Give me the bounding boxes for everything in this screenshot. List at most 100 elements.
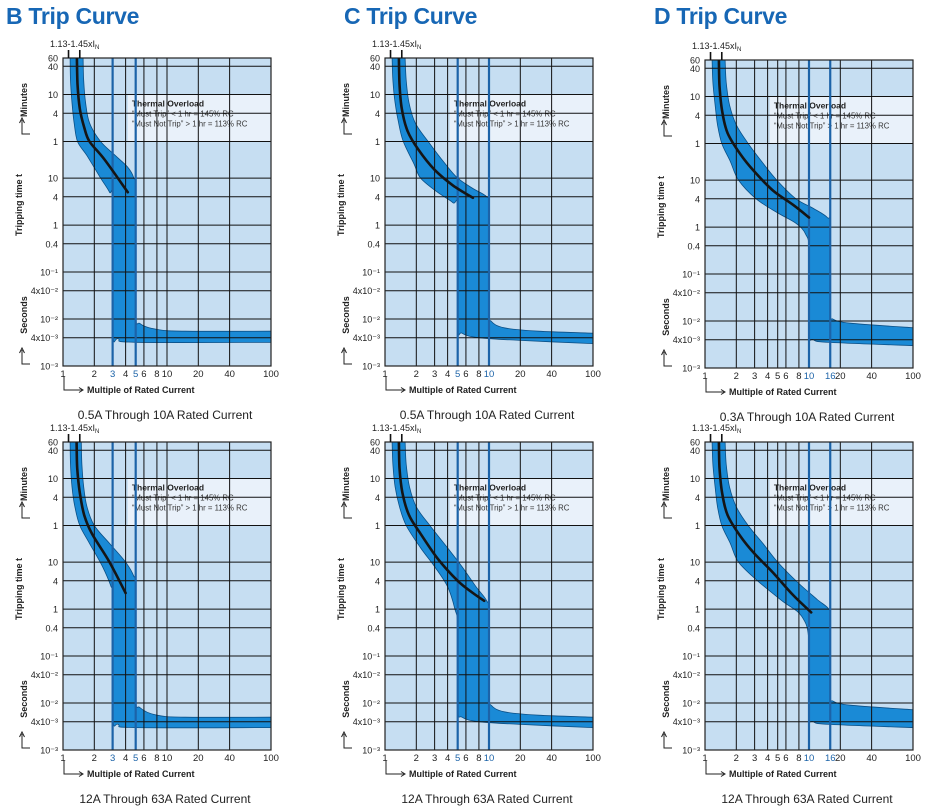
y-tick-label: 10⁻³ xyxy=(40,746,58,756)
y-tick-label: 10 xyxy=(48,90,58,100)
y-tick-label: 1 xyxy=(695,139,700,149)
plot-border xyxy=(62,57,272,367)
x-tick-label: 2 xyxy=(414,369,419,380)
x-tick-label: 2 xyxy=(414,753,419,764)
y-tick-label: 40 xyxy=(370,446,380,456)
y-tick-label: 4x10⁻² xyxy=(31,286,58,296)
thermal-overload-box: Thermal Overload“Must Trip” < 1 hr = 145… xyxy=(449,94,593,142)
x-tick-label: 5 xyxy=(455,369,460,380)
x-tick-label: 5 xyxy=(455,753,460,764)
minutes-label: Minutes xyxy=(19,83,29,117)
y-tick-label: 4x10⁻² xyxy=(673,288,700,298)
plot-border xyxy=(704,59,914,369)
trip-curve-svg: Thermal Overload“Must Trip” < 1 hr = 145… xyxy=(14,39,279,422)
y-tick-label: 1 xyxy=(375,137,380,147)
y-tick-label: 10⁻² xyxy=(362,699,380,709)
x-axis-arrow-icon xyxy=(63,377,84,393)
y-tick-label: 40 xyxy=(48,446,58,456)
x-tick-label: 8 xyxy=(796,371,801,382)
chart-d-0-3a-10a: Thermal Overload “Must Trip” < 1 hr = 145… xyxy=(642,2,939,430)
characteristic-center-line xyxy=(717,442,813,614)
y-tick-label: 10 xyxy=(690,558,700,568)
minutes-label: Minutes xyxy=(661,85,671,119)
x-tick-label: 4 xyxy=(445,753,450,764)
x-tick-label: 8 xyxy=(476,369,481,380)
y-axis-label: Tripping time t xyxy=(656,176,666,238)
y-tick-label: 10⁻¹ xyxy=(362,268,380,278)
x-tick-label: 100 xyxy=(263,369,279,380)
x-tick-label: 5 xyxy=(775,371,780,382)
range-marker-subscript: N xyxy=(417,429,421,435)
thermal-overload-box: Thermal Overload“Must Trip” < 1 hr = 145… xyxy=(449,478,593,526)
y-tick-label: 4 xyxy=(695,493,700,503)
x-tick-label: 20 xyxy=(193,369,204,380)
y-tick-label: 4 xyxy=(695,576,700,586)
y-tick-label: 60 xyxy=(690,438,700,448)
x-tick-label: 40 xyxy=(866,753,877,764)
range-marker-text: 1.13-1.45xI xyxy=(372,423,417,433)
range-marker-label: 1.13-1.45xIN xyxy=(372,423,421,435)
x-axis-arrow-icon xyxy=(705,379,726,395)
minutes-label: Minutes xyxy=(19,467,29,501)
y-tick-label: 40 xyxy=(690,446,700,456)
y-tick-label: 1 xyxy=(695,605,700,615)
chart-d-12a-63a: Thermal Overload “Must Trip” < 1 hr = 145… xyxy=(642,384,939,812)
x-tick-label: 10 xyxy=(162,753,173,764)
characteristic-center-line xyxy=(75,58,130,194)
x-axis-label: Multiple of Rated Current xyxy=(409,385,517,395)
range-marker-label: 1.13-1.45xIN xyxy=(50,39,99,51)
y-tick-label: 10 xyxy=(370,474,380,484)
y-tick-label: 10⁻¹ xyxy=(362,652,380,662)
chart-b-0-5a-10a: Thermal Overload “Must Trip” < 1 hr = 145… xyxy=(0,0,300,428)
y-tick-label: 0.4 xyxy=(687,241,700,251)
y-tick-label: 10 xyxy=(690,474,700,484)
x-tick-label: 8 xyxy=(476,753,481,764)
seconds-arrow-icon xyxy=(661,348,672,367)
x-tick-label: 20 xyxy=(515,369,526,380)
x-tick-label: 10 xyxy=(484,753,495,764)
characteristic-center-line xyxy=(397,442,486,603)
x-tick-label: 40 xyxy=(224,753,235,764)
x-tick-label: 5 xyxy=(133,369,138,380)
tripping-band xyxy=(711,60,913,347)
range-marker-label: 1.13-1.45xIN xyxy=(372,39,421,51)
minutes-label: Minutes xyxy=(341,83,351,117)
y-tick-label: 10⁻³ xyxy=(40,362,58,372)
seconds-label: Seconds xyxy=(341,296,351,334)
y-tick-label: 10 xyxy=(690,92,700,102)
thermal-box-line1: “Must Trip” < 1 hr = 145% RC xyxy=(132,494,234,503)
x-tick-label: 40 xyxy=(546,369,557,380)
y-tick-label: 1 xyxy=(695,521,700,531)
chart-c-12a-63a: Thermal Overload “Must Trip” < 1 hr = 145… xyxy=(322,384,622,812)
x-tick-label: 5 xyxy=(775,753,780,764)
chart-subtitle: 12A Through 63A Rated Current xyxy=(79,792,251,806)
y-tick-label: 4 xyxy=(375,192,380,202)
x-axis-label: Multiple of Rated Current xyxy=(87,385,195,395)
y-tick-label: 10⁻¹ xyxy=(682,270,700,280)
y-tick-label: 10⁻³ xyxy=(682,364,700,374)
y-tick-label: 0.4 xyxy=(45,239,58,249)
y-tick-label: 10 xyxy=(48,558,58,568)
y-tick-label: 10 xyxy=(690,176,700,186)
trip-curve-svg: Thermal Overload“Must Trip” < 1 hr = 145… xyxy=(336,423,601,806)
x-tick-label: 100 xyxy=(905,371,921,382)
y-tick-label: 1 xyxy=(53,605,58,615)
x-axis-label: Multiple of Rated Current xyxy=(409,769,517,779)
range-marker-text: 1.13-1.45xI xyxy=(50,423,95,433)
minutes-arrow-icon xyxy=(341,116,352,135)
trip-curve-svg: Thermal Overload“Must Trip” < 1 hr = 145… xyxy=(656,41,921,424)
y-tick-label: 10 xyxy=(48,174,58,184)
y-axis-label: Tripping time t xyxy=(336,174,346,236)
thermal-box-line1: “Must Trip” < 1 hr = 145% RC xyxy=(774,494,876,503)
range-marker-label: 1.13-1.45xIN xyxy=(692,41,741,53)
seconds-label: Seconds xyxy=(341,680,351,718)
chart-b-12a-63a: Thermal Overload “Must Trip” < 1 hr = 145… xyxy=(0,384,300,812)
x-tick-label: 20 xyxy=(835,371,846,382)
y-tick-label: 10⁻¹ xyxy=(40,652,58,662)
x-tick-label: 40 xyxy=(546,753,557,764)
minutes-label: Minutes xyxy=(341,467,351,501)
y-tick-label: 10 xyxy=(370,558,380,568)
range-marker: 1.13-1.45xIN xyxy=(692,423,741,442)
x-tick-label: 6 xyxy=(463,369,468,380)
x-tick-label: 4 xyxy=(445,369,450,380)
